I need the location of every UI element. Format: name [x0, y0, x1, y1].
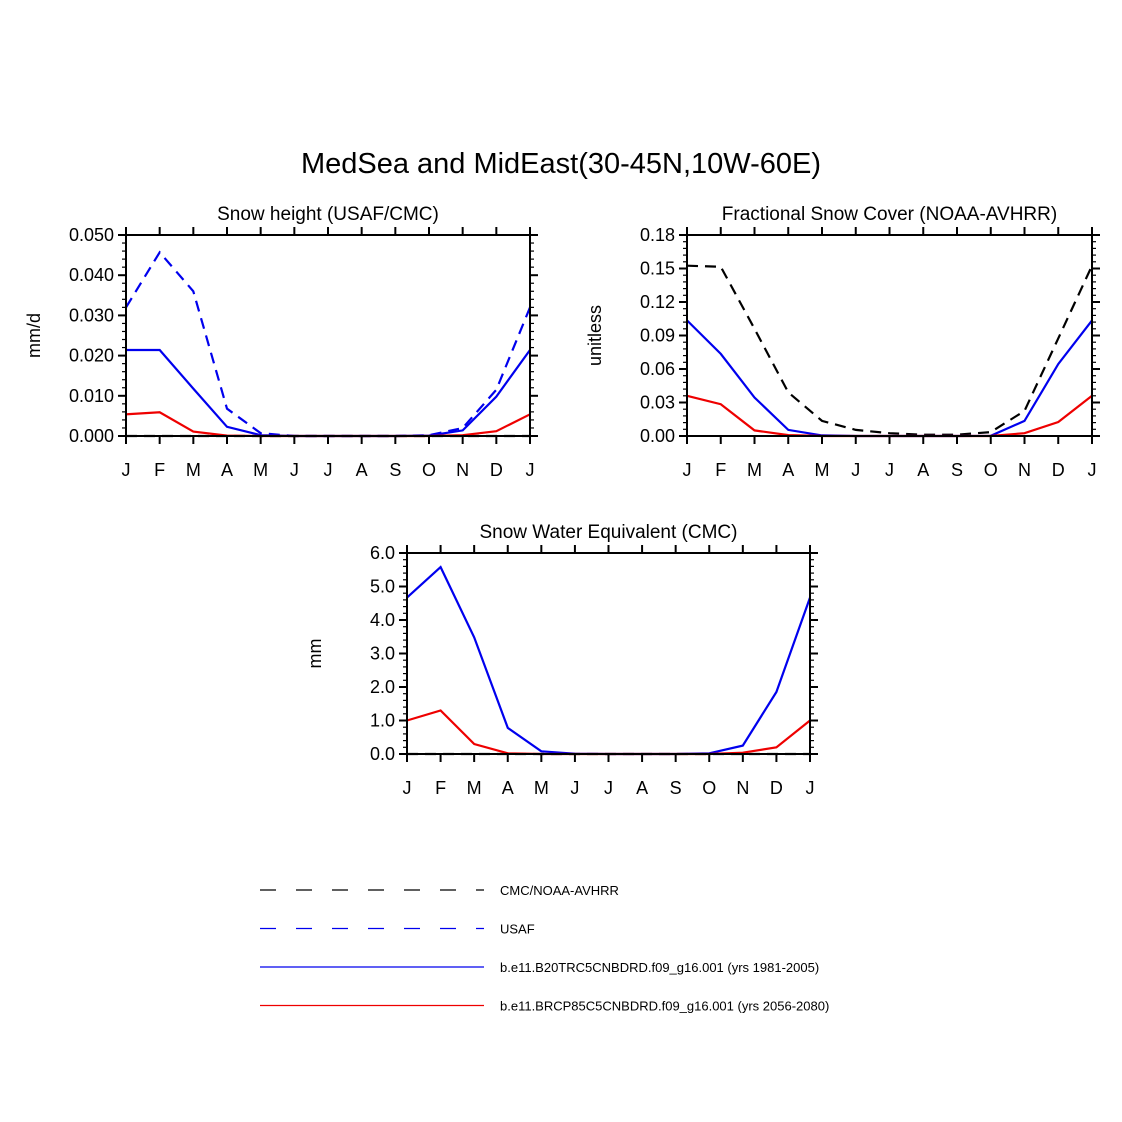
legend-label-1: USAF	[500, 922, 535, 937]
snow-water-equivalent-xtick-label: M	[534, 778, 549, 798]
snow-height-xtick-label: J	[290, 460, 299, 480]
snow-height-xtick-label: F	[154, 460, 165, 480]
fractional-snow-cover-xtick-label: D	[1052, 460, 1065, 480]
fractional-snow-cover-ytick-label: 0.18	[640, 225, 675, 245]
fractional-snow-cover-xtick-label: J	[851, 460, 860, 480]
snow-height-xtick-label: N	[456, 460, 469, 480]
fractional-snow-cover-xtick-label: M	[747, 460, 762, 480]
snow-height-ytick-label: 0.020	[69, 346, 114, 366]
snow-height-ytick-label: 0.050	[69, 225, 114, 245]
snow-height-xtick-label: S	[389, 460, 401, 480]
snow-height-xtick-label: M	[186, 460, 201, 480]
snow-height-xtick-label: J	[324, 460, 333, 480]
snow-height-ytick-label: 0.010	[69, 386, 114, 406]
snow-water-equivalent-xtick-label: J	[806, 778, 815, 798]
snow-water-equivalent-xtick-label: J	[604, 778, 613, 798]
snow-water-equivalent-xtick-label: F	[435, 778, 446, 798]
snow-water-equivalent-ytick-label: 0.0	[370, 744, 395, 764]
snow-water-equivalent-ytick-label: 3.0	[370, 644, 395, 664]
legend-label-3: b.e11.BRCP85C5CNBDRD.f09_g16.001 (yrs 20…	[500, 999, 829, 1014]
figure-title: MedSea and MidEast(30-45N,10W-60E)	[300, 148, 822, 180]
fractional-snow-cover-title: Fractional Snow Cover (NOAA-AVHRR)	[722, 204, 1057, 225]
fractional-snow-cover-ytick-label: 0.03	[640, 393, 675, 413]
snow-water-equivalent-xtick-label: A	[502, 778, 514, 798]
snow-water-equivalent-xtick-label: D	[770, 778, 783, 798]
fractional-snow-cover-xtick-label: M	[815, 460, 830, 480]
fractional-snow-cover-ytick-label: 0.09	[640, 326, 675, 346]
fractional-snow-cover-xtick-label: J	[885, 460, 894, 480]
snow-water-equivalent-ylabel: mm	[305, 639, 325, 669]
fractional-snow-cover-ylabel: unitless	[585, 305, 605, 366]
snow-water-equivalent-ytick-label: 4.0	[370, 610, 395, 630]
snow-water-equivalent-xtick-label: J	[403, 778, 412, 798]
snow-height-xtick-label: O	[422, 460, 436, 480]
fractional-snow-cover-series-line-0	[686, 264, 1093, 436]
snow-height-xtick-label: J	[526, 460, 535, 480]
snow-height-ytick-label: 0.000	[69, 426, 114, 446]
fractional-snow-cover-ytick-label: 0.00	[640, 426, 675, 446]
snow-height-xtick-label: A	[221, 460, 233, 480]
snow-water-equivalent-xtick-label: O	[702, 778, 716, 798]
snow-water-equivalent-ytick-label: 1.0	[370, 711, 395, 731]
legend-label-0: CMC/NOAA-AVHRR	[500, 883, 619, 898]
snow-height-title: Snow height (USAF/CMC)	[217, 204, 439, 225]
snow-water-equivalent-xtick-label: J	[570, 778, 579, 798]
fractional-snow-cover-xtick-label: A	[917, 460, 929, 480]
fractional-snow-cover-ytick-label: 0.06	[640, 359, 675, 379]
snow-water-equivalent-ytick-label: 5.0	[370, 577, 395, 597]
fractional-snow-cover-ytick-label: 0.12	[640, 292, 675, 312]
fractional-snow-cover-xtick-label: J	[1088, 460, 1097, 480]
fractional-snow-cover-xtick-label: F	[715, 460, 726, 480]
snow-water-equivalent-ytick-label: 6.0	[370, 543, 395, 563]
snow-height-xtick-label: M	[253, 460, 268, 480]
fractional-snow-cover-xtick-label: N	[1018, 460, 1031, 480]
snow-height-ylabel: mm/d	[24, 313, 44, 358]
fractional-snow-cover-ytick-label: 0.15	[640, 259, 675, 279]
fractional-snow-cover-xtick-label: A	[782, 460, 794, 480]
snow-height-ytick-label: 0.030	[69, 305, 114, 325]
snow-water-equivalent-ytick-label: 2.0	[370, 677, 395, 697]
fractional-snow-cover-xtick-label: O	[984, 460, 998, 480]
snow-height-xtick-label: J	[122, 460, 131, 480]
snow-water-equivalent-xtick-label: S	[670, 778, 682, 798]
snow-water-equivalent-xtick-label: M	[467, 778, 482, 798]
fractional-snow-cover-xtick-label: S	[951, 460, 963, 480]
snow-water-equivalent-xtick-label: N	[736, 778, 749, 798]
snow-height-xtick-label: A	[356, 460, 368, 480]
snow-water-equivalent-title: Snow Water Equivalent (CMC)	[480, 522, 738, 543]
snow-height-xtick-label: D	[490, 460, 503, 480]
fractional-snow-cover-xtick-label: J	[683, 460, 692, 480]
snow-water-equivalent-xtick-label: A	[636, 778, 648, 798]
snow-height-ytick-label: 0.040	[69, 265, 114, 285]
legend-label-2: b.e11.B20TRC5CNBDRD.f09_g16.001 (yrs 198…	[500, 960, 819, 975]
